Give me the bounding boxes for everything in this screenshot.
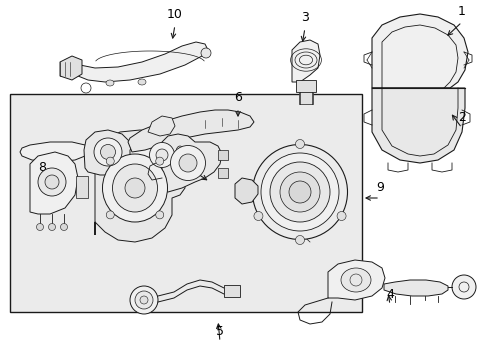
Ellipse shape — [140, 296, 148, 304]
Ellipse shape — [201, 48, 210, 58]
Ellipse shape — [135, 291, 153, 309]
Text: 4: 4 — [385, 288, 393, 301]
Ellipse shape — [138, 79, 146, 85]
Bar — [218, 168, 227, 178]
Ellipse shape — [451, 275, 475, 299]
Ellipse shape — [37, 224, 43, 230]
Text: 5: 5 — [216, 325, 224, 338]
Text: 2: 2 — [457, 111, 465, 124]
Ellipse shape — [295, 235, 304, 244]
Text: 9: 9 — [375, 181, 383, 194]
Ellipse shape — [340, 268, 370, 292]
Text: 3: 3 — [301, 11, 308, 24]
Polygon shape — [371, 88, 464, 163]
Polygon shape — [162, 134, 222, 192]
Ellipse shape — [170, 145, 205, 180]
Ellipse shape — [106, 80, 114, 86]
Text: 8: 8 — [38, 161, 46, 174]
Ellipse shape — [112, 164, 157, 212]
Ellipse shape — [61, 224, 67, 230]
Ellipse shape — [130, 286, 158, 314]
Polygon shape — [383, 280, 447, 296]
Polygon shape — [72, 42, 207, 82]
Polygon shape — [235, 178, 258, 204]
Ellipse shape — [38, 168, 66, 196]
Polygon shape — [30, 152, 78, 214]
Ellipse shape — [106, 211, 114, 219]
Ellipse shape — [295, 139, 304, 148]
Polygon shape — [84, 130, 132, 175]
Ellipse shape — [280, 172, 319, 212]
Polygon shape — [148, 116, 175, 136]
Polygon shape — [60, 56, 82, 80]
Bar — [76, 176, 88, 198]
Ellipse shape — [106, 157, 114, 165]
Text: 6: 6 — [234, 91, 242, 104]
Ellipse shape — [288, 181, 310, 203]
Ellipse shape — [102, 154, 167, 222]
Ellipse shape — [94, 138, 122, 166]
Ellipse shape — [261, 153, 338, 231]
Ellipse shape — [48, 224, 55, 230]
Ellipse shape — [253, 211, 263, 220]
Bar — [218, 150, 227, 160]
Polygon shape — [95, 130, 184, 242]
Polygon shape — [327, 260, 384, 300]
Ellipse shape — [149, 143, 174, 167]
Ellipse shape — [179, 154, 197, 172]
Bar — [224, 285, 240, 297]
Bar — [10, 94, 361, 312]
Polygon shape — [20, 142, 88, 162]
Ellipse shape — [156, 149, 168, 161]
Text: 7: 7 — [191, 155, 199, 168]
Bar — [298, 92, 312, 104]
Text: 10: 10 — [167, 8, 183, 21]
Ellipse shape — [336, 212, 346, 220]
Polygon shape — [130, 142, 182, 162]
Ellipse shape — [156, 157, 163, 165]
Ellipse shape — [269, 162, 329, 222]
Bar — [295, 80, 315, 92]
Text: 1: 1 — [457, 5, 465, 18]
Ellipse shape — [101, 144, 115, 159]
Ellipse shape — [252, 144, 347, 239]
Polygon shape — [291, 40, 319, 82]
Ellipse shape — [45, 175, 59, 189]
Ellipse shape — [125, 178, 145, 198]
Ellipse shape — [176, 146, 183, 158]
Polygon shape — [128, 110, 253, 152]
Ellipse shape — [156, 211, 163, 219]
Polygon shape — [371, 14, 467, 88]
